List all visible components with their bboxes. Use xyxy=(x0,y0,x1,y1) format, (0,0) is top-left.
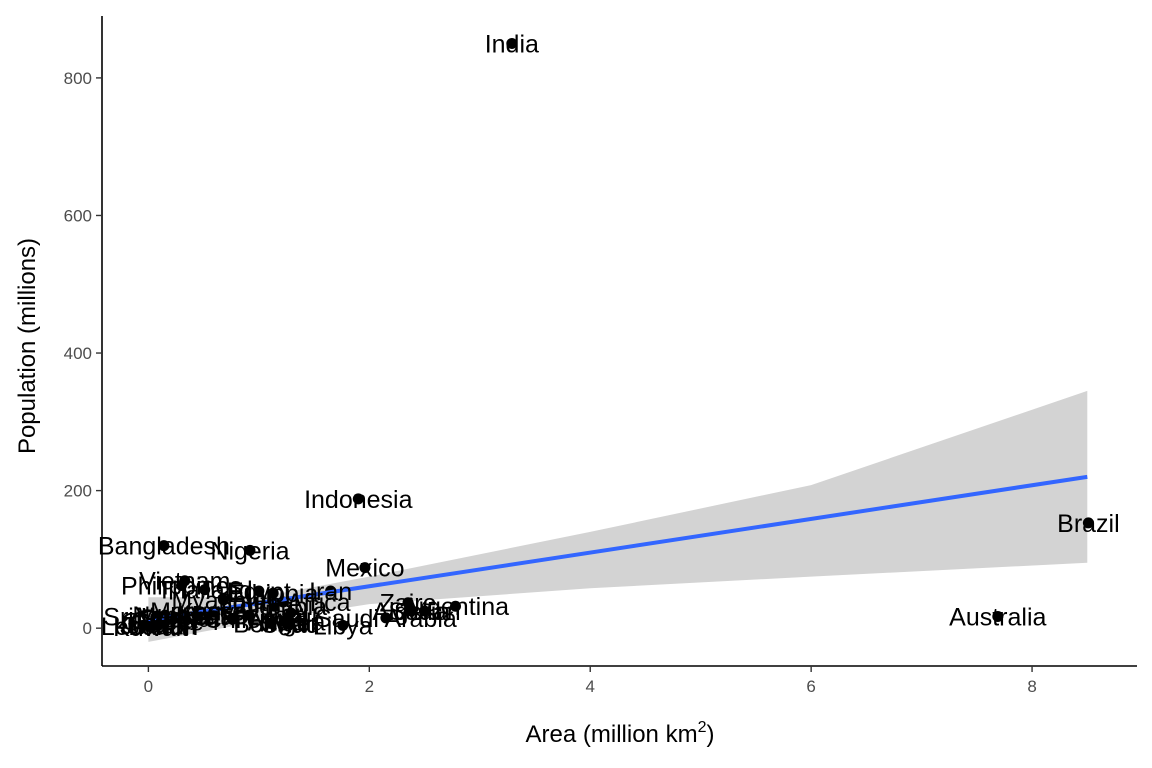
point-label: Nepal xyxy=(132,602,197,630)
point-label: South Africa xyxy=(216,589,351,617)
point-label: Zaire xyxy=(380,590,437,618)
data-point xyxy=(145,621,157,633)
data-point xyxy=(1082,517,1094,529)
point-label: Sri Lanka xyxy=(103,604,209,632)
x-axis-title: Area (million km2) xyxy=(526,719,715,748)
data-point xyxy=(253,585,265,597)
point-label: Argentina xyxy=(402,593,509,621)
data-point xyxy=(419,605,430,617)
trend-line-layer xyxy=(148,474,1088,622)
data-point xyxy=(267,587,279,599)
x-tick-label: 4 xyxy=(585,677,594,696)
x-tick-label: 6 xyxy=(806,677,815,696)
point-label: Bangladesh xyxy=(98,533,230,561)
point-label: Algeria xyxy=(372,598,450,626)
data-point xyxy=(281,615,292,627)
data-point xyxy=(158,540,170,552)
data-point xyxy=(405,605,417,617)
point-label: Libya xyxy=(313,612,373,640)
point-label: Israel xyxy=(120,612,181,640)
y-tick-label: 400 xyxy=(64,344,92,363)
point-label: Chile xyxy=(204,606,261,634)
y-tick-label: 800 xyxy=(64,69,92,88)
data-point xyxy=(992,611,1004,622)
data-point xyxy=(199,584,211,596)
point-label: Mexico xyxy=(325,555,404,583)
data-point xyxy=(176,580,187,591)
x-tick-label: 0 xyxy=(144,677,153,696)
data-point xyxy=(268,600,280,612)
point-label: Syria xyxy=(141,606,198,634)
point-label: Iran xyxy=(309,578,352,606)
data-point xyxy=(218,594,229,606)
point-label: Myanmar xyxy=(171,587,275,615)
data-point xyxy=(380,612,392,624)
y-tick-label: 0 xyxy=(83,619,92,638)
point-label: Kenya xyxy=(177,599,248,627)
point-label: Iraq xyxy=(175,603,218,631)
point-label: Chad xyxy=(260,611,320,639)
data-point xyxy=(244,544,256,556)
point-label: Egypt xyxy=(227,578,291,606)
data-point xyxy=(402,597,414,609)
confidence-band xyxy=(148,390,1088,642)
data-point xyxy=(226,613,238,625)
data-point xyxy=(450,600,461,612)
data-point xyxy=(243,609,255,621)
data-point xyxy=(506,38,518,49)
data-point xyxy=(264,617,276,629)
axes-layer: 0 2 4 6 8 0 200 400 600 800 xyxy=(64,16,1137,696)
point-label: Cuba xyxy=(131,608,191,636)
point-label: Thailand xyxy=(157,577,253,605)
y-tick-label: 200 xyxy=(64,482,92,501)
data-point xyxy=(359,562,371,574)
y-axis-title: Population (millions) xyxy=(14,238,41,454)
point-label: Sudan xyxy=(388,598,460,626)
data-point xyxy=(285,607,297,619)
point-label: Saudi Arabia xyxy=(315,605,457,633)
point-label: Ethiopia xyxy=(228,580,318,608)
point-label: Mali xyxy=(262,609,308,637)
point-label: Bolivia xyxy=(233,610,307,638)
data-point xyxy=(337,619,349,631)
point-label: Australia xyxy=(949,604,1046,632)
point-label: Malaysia xyxy=(135,603,234,631)
point-label: Nigeria xyxy=(210,537,289,565)
point-label: Venezuela xyxy=(191,602,308,630)
x-tick-label: 8 xyxy=(1027,677,1036,696)
x-tick-label: 2 xyxy=(365,677,374,696)
point-label: Philippines xyxy=(121,573,242,601)
data-point xyxy=(352,493,364,505)
point-label: Brazil xyxy=(1057,510,1120,538)
point-label: Ghana xyxy=(137,605,212,633)
point-label: Niger xyxy=(259,610,319,638)
point-label: Angola xyxy=(248,608,326,636)
confidence-band-layer xyxy=(148,390,1088,642)
point-label: Vietnam xyxy=(139,568,230,596)
y-tick-label: 600 xyxy=(64,206,92,225)
point-label: Colombia xyxy=(221,593,327,621)
point-label: Indonesia xyxy=(304,486,413,514)
point-label: Jordan xyxy=(120,612,196,640)
point-label: Peru xyxy=(264,600,317,628)
point-label: Greece xyxy=(122,608,204,636)
point-label: Lebanon xyxy=(101,613,198,641)
trend-line xyxy=(148,474,1088,622)
point-label: Kuwait xyxy=(113,614,188,642)
point-label: Morocco xyxy=(150,598,246,626)
point-label: India xyxy=(485,31,539,59)
